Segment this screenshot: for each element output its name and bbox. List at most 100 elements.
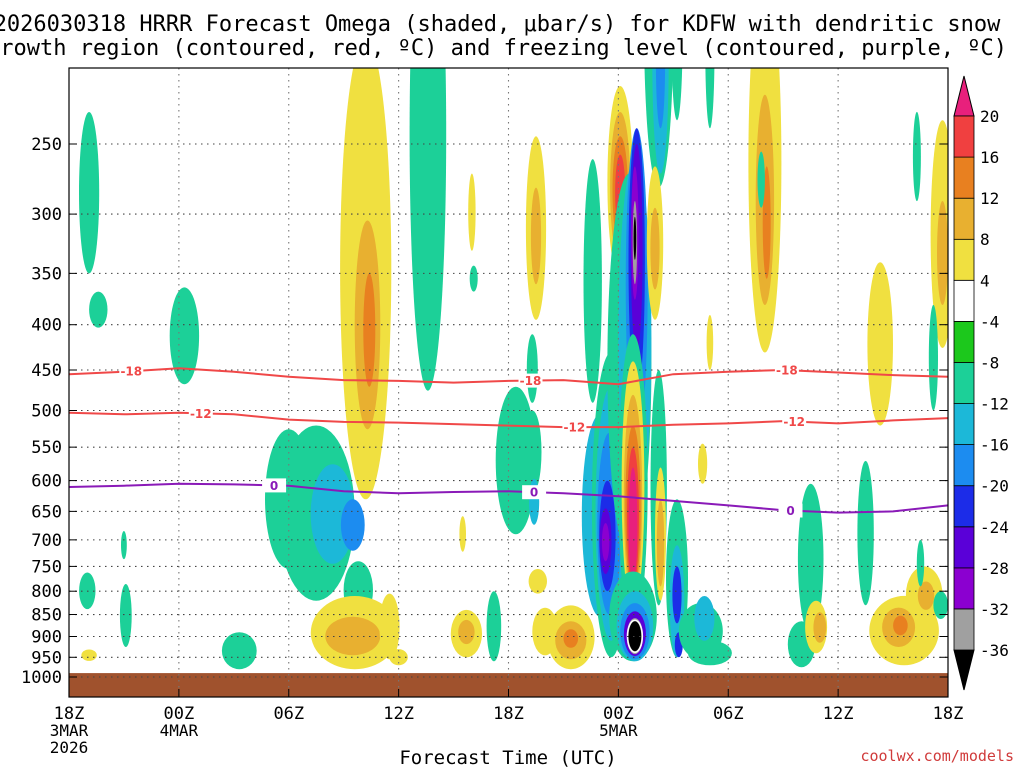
colorbar-label-9: 4: [980, 271, 990, 290]
y-tick-750: 750: [31, 557, 62, 577]
contour-dgz-minus18: [69, 367, 948, 386]
y-tick-800: 800: [31, 582, 62, 602]
title-line-2: growth region (contoured, red, ºC) and f…: [0, 36, 1007, 61]
omega-cell-106: [928, 304, 939, 411]
y-axis: 2503003504004505005506006507007508008509…: [21, 135, 948, 688]
contour-label-dgz-minus12-2: -12: [783, 415, 805, 429]
contour-label-bg: [518, 373, 543, 388]
colorbar-box-0: [953, 608, 975, 651]
y-tick-950: 950: [31, 648, 62, 668]
colorbar-box-11: [953, 156, 975, 199]
omega-cell-92: [757, 151, 765, 208]
contour-label-bg: [262, 478, 287, 493]
y-tick-650: 650: [31, 502, 62, 522]
omega-cell-77: [650, 207, 660, 290]
omega-cell-11: [340, 499, 365, 551]
y-tick-300: 300: [31, 205, 62, 225]
contour-label-dgz-minus12-1: -12: [564, 421, 586, 435]
contour-label-bg: [119, 364, 144, 379]
x-tick-6: 06Z: [713, 704, 744, 724]
x-tick-1: 00Z: [164, 704, 195, 724]
omega-cell-109: [933, 591, 948, 619]
omega-cell-25: [469, 265, 478, 292]
x-tick-3: 12Z: [383, 704, 414, 724]
chart-title: 2026030318 HRRR Forecast Omega (shaded, …: [0, 12, 1007, 61]
colorbar-label-6: -12: [980, 395, 1009, 414]
omega-cell-81: [672, 566, 682, 624]
colorbar-label-12: 16: [980, 148, 999, 167]
colorbar-label-10: 8: [980, 230, 990, 249]
omega-cell-45: [601, 523, 610, 562]
contour-label-freezing-level-2: 0: [786, 504, 794, 518]
colorbar-box-9: [953, 238, 975, 281]
x-date-1-0: 4MAR: [160, 721, 199, 740]
y-tick-1000: 1000: [21, 668, 62, 688]
omega-cell-5: [119, 584, 132, 647]
omega-cell-84: [694, 596, 715, 641]
colorbar-label-3: -24: [980, 518, 1009, 537]
colorbar-box-10: [953, 197, 975, 240]
contour-label-dgz-minus18-0: -18: [120, 365, 142, 379]
colorbar-box-5: [953, 403, 975, 445]
colorbar-bottom-triangle: [953, 649, 975, 691]
x-axis-label: Forecast Time (UTC): [399, 747, 616, 768]
omega-cell-57: [633, 216, 637, 260]
y-tick-900: 900: [31, 628, 62, 648]
omega-cell-3: [81, 649, 97, 661]
contour-label-dgz-minus18-1: -18: [520, 374, 542, 388]
contour-label-bg: [562, 420, 587, 435]
omega-cell-28: [523, 410, 542, 494]
colorbar-label-8: -4: [980, 312, 999, 331]
colorbar-box-12: [953, 115, 975, 158]
y-tick-350: 350: [31, 264, 62, 284]
y-tick-600: 600: [31, 472, 62, 492]
x-tick-2: 06Z: [273, 704, 304, 724]
contour-label-bg: [778, 503, 803, 518]
y-tick-550: 550: [31, 438, 62, 458]
contour-label-freezing-level-1: 0: [530, 486, 538, 500]
omega-cell-85: [687, 640, 732, 666]
y-tick-400: 400: [31, 316, 62, 336]
colorbar-box-7: [953, 320, 975, 363]
omega-cell-101: [893, 615, 908, 636]
omega-cell-105: [937, 201, 948, 305]
omega-cell-78: [671, 68, 683, 121]
omega-cell-72: [655, 68, 666, 129]
colorbar-label-2: -28: [980, 559, 1009, 578]
omega-cell-103: [917, 581, 935, 610]
omega-cell-0: [79, 112, 100, 274]
colorbar-label-13: 20: [980, 107, 999, 126]
omega-cell-33: [528, 569, 547, 594]
x-date-0-0: 3MAR: [50, 721, 89, 740]
x-date-5-0: 5MAR: [599, 721, 638, 740]
colorbar-label-11: 12: [980, 189, 999, 208]
omega-cell-91: [762, 166, 771, 279]
x-tick-5: 00Z: [603, 704, 634, 724]
omega-cell-96: [813, 612, 827, 643]
omega-cell-23: [458, 619, 475, 645]
omega-cell-63: [628, 467, 638, 582]
colorbar-box-6: [953, 362, 975, 404]
y-tick-450: 450: [31, 361, 62, 381]
colorbar-label-0: -36: [980, 641, 1009, 660]
y-tick-250: 250: [31, 135, 62, 155]
contour-label-bg: [522, 485, 547, 500]
omega-cell-17: [325, 616, 381, 656]
omega-cell-15: [363, 273, 376, 387]
omega-cell-75: [656, 499, 665, 587]
temperature-contours: -18 -18 -18 -12 -12 -12 0 0 0: [69, 363, 948, 518]
x-tick-0: 18Z: [54, 704, 85, 724]
x-date-0-1: 2026: [50, 738, 89, 757]
x-tick-8: 18Z: [933, 704, 964, 724]
omega-cell-24: [468, 173, 476, 251]
contour-label-dgz-minus18-2: -18: [776, 364, 798, 378]
colorbar-box-3: [953, 485, 975, 528]
colorbar-label-7: -8: [980, 354, 999, 373]
colorbar-label-5: -16: [980, 436, 1009, 455]
omega-shading: [69, 68, 948, 697]
omega-cell-108: [916, 539, 925, 587]
omega-cell-6: [169, 287, 200, 385]
credit-text: coolwx.com/models: [860, 747, 1014, 765]
